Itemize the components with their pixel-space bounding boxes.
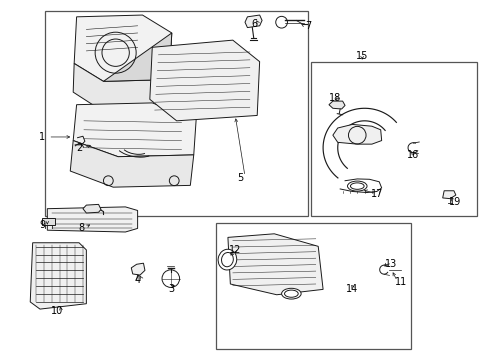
Polygon shape <box>83 204 101 213</box>
Ellipse shape <box>285 290 298 297</box>
Text: 13: 13 <box>385 259 397 269</box>
Text: 19: 19 <box>449 197 461 207</box>
Text: 15: 15 <box>356 51 368 61</box>
Polygon shape <box>245 15 262 28</box>
Ellipse shape <box>218 249 237 270</box>
Polygon shape <box>73 103 196 157</box>
Polygon shape <box>228 234 323 295</box>
Polygon shape <box>329 101 345 109</box>
Ellipse shape <box>282 288 301 299</box>
Text: 16: 16 <box>407 150 419 160</box>
Bar <box>216 223 411 348</box>
Text: 10: 10 <box>51 306 63 316</box>
Text: 5: 5 <box>237 173 243 183</box>
Polygon shape <box>74 15 172 81</box>
Polygon shape <box>333 125 382 144</box>
Text: 2: 2 <box>76 143 82 153</box>
Polygon shape <box>103 33 172 81</box>
Polygon shape <box>70 140 194 187</box>
Bar <box>45 12 308 216</box>
Text: 18: 18 <box>329 93 342 103</box>
Ellipse shape <box>221 252 233 267</box>
Text: 8: 8 <box>78 224 85 233</box>
Text: 11: 11 <box>395 277 407 287</box>
Text: 14: 14 <box>346 284 359 294</box>
Text: 3: 3 <box>169 284 175 294</box>
Text: 4: 4 <box>135 275 141 285</box>
Polygon shape <box>43 218 55 225</box>
Text: 12: 12 <box>229 245 242 255</box>
Text: 9: 9 <box>39 220 46 230</box>
Text: 7: 7 <box>305 21 312 31</box>
Ellipse shape <box>347 181 367 191</box>
Text: 17: 17 <box>370 189 383 199</box>
Text: 1: 1 <box>39 132 46 142</box>
Polygon shape <box>131 263 145 275</box>
Polygon shape <box>30 243 86 309</box>
Polygon shape <box>150 40 260 121</box>
Ellipse shape <box>350 183 364 189</box>
Text: 6: 6 <box>252 19 258 29</box>
Bar <box>311 62 477 216</box>
Polygon shape <box>48 207 138 232</box>
Polygon shape <box>442 191 456 199</box>
Polygon shape <box>73 63 170 110</box>
